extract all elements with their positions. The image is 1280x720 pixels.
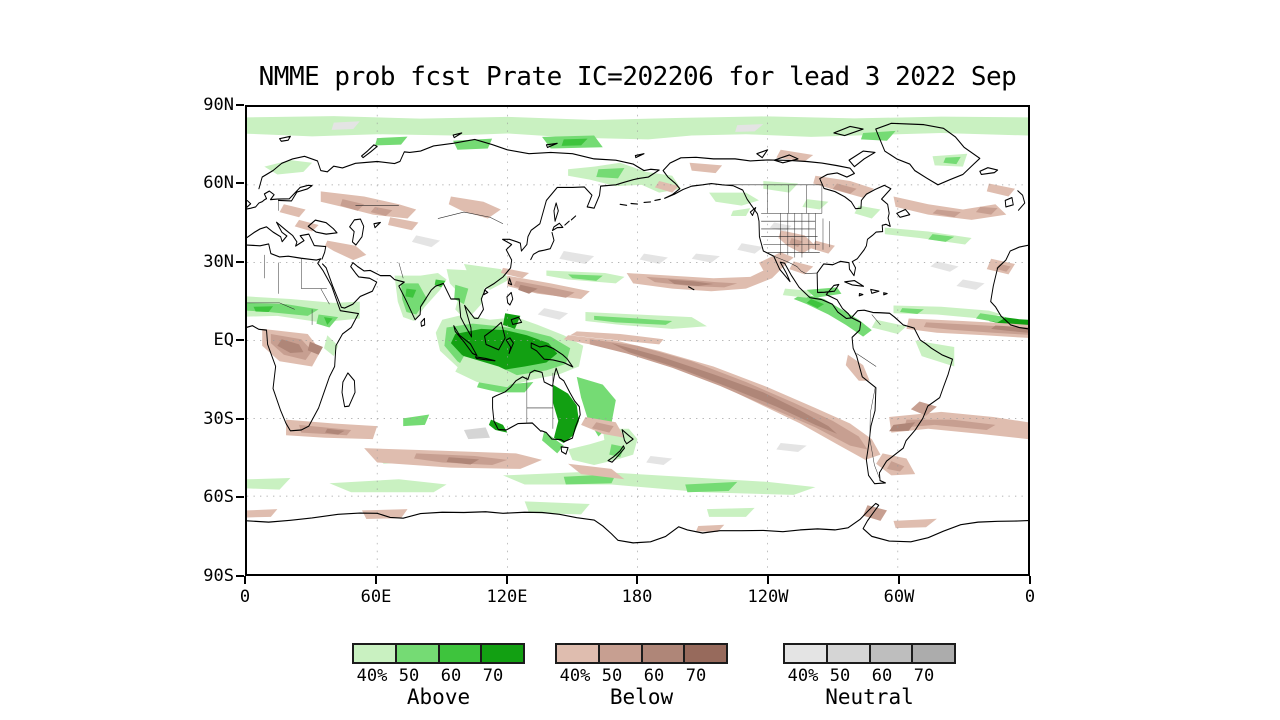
- legend-tick-label: 70: [913, 666, 935, 686]
- lon-tick-0a: [244, 576, 246, 584]
- legend-below-swatch-50: [599, 645, 643, 662]
- legend-neutral-ticks: 40% 50 60 70: [783, 666, 956, 686]
- legend-above: 40% 50 60 70 Above: [352, 643, 525, 709]
- legend-neutral-swatch-70: [913, 645, 954, 662]
- lat-label-eq: EQ: [213, 330, 234, 350]
- legend-below-label: Below: [609, 685, 674, 709]
- legend-neutral-swatch-40: [785, 645, 828, 662]
- lat-tick-eq: [236, 339, 244, 341]
- lon-label-120w: 120W: [747, 587, 789, 607]
- lon-tick-0b: [1029, 576, 1031, 584]
- lat-label-30n: 30N: [203, 252, 234, 272]
- legend-tick-label: 50: [398, 666, 420, 686]
- lat-tick-30n: [236, 261, 244, 263]
- lon-tick-120w: [767, 576, 769, 584]
- legend-neutral-swatch-50: [827, 645, 871, 662]
- legend-above-label: Above: [406, 685, 471, 709]
- legend-below-swatch-40: [557, 645, 600, 662]
- legend-tick-label: 70: [685, 666, 707, 686]
- lon-label-180: 180: [621, 587, 653, 607]
- graticule-layer: [247, 107, 1028, 574]
- legend-above-swatch-70: [482, 645, 523, 662]
- lat-tick-90s: [236, 575, 244, 577]
- lat-tick-90n: [236, 104, 244, 106]
- lon-tick-180: [636, 576, 638, 584]
- legend-above-swatch-60: [439, 645, 483, 662]
- lat-tick-60s: [236, 496, 244, 498]
- lon-label-60e: 60E: [360, 587, 392, 607]
- legend-tick-label: 50: [829, 666, 851, 686]
- coastlines-layer: [247, 122, 1028, 544]
- legend-tick-label: 40%: [559, 666, 591, 686]
- borders-layer: [247, 184, 881, 479]
- forecast-shading-layer: [247, 116, 1028, 532]
- lat-label-60n: 60N: [203, 173, 234, 193]
- legend-neutral: 40% 50 60 70 Neutral: [783, 643, 956, 709]
- legend-above-swatch-40: [354, 645, 397, 662]
- legend-tick-label: 50: [601, 666, 623, 686]
- lon-tick-60e: [375, 576, 377, 584]
- world-map-frame: [245, 105, 1030, 576]
- legend-below-bar: [555, 643, 728, 664]
- lat-label-90n: 90N: [203, 95, 234, 115]
- legend-tick-label: 60: [440, 666, 462, 686]
- lon-label-60w: 60W: [883, 587, 915, 607]
- legend-below-swatch-60: [642, 645, 686, 662]
- lat-tick-60n: [236, 182, 244, 184]
- legend-above-ticks: 40% 50 60 70: [352, 666, 525, 686]
- legend-tick-label: 40%: [787, 666, 819, 686]
- lat-label-60s: 60S: [203, 487, 234, 507]
- legend-above-bar: [352, 643, 525, 664]
- legend-tick-label: 60: [643, 666, 665, 686]
- legend-below: 40% 50 60 70 Below: [555, 643, 728, 709]
- legend-below-ticks: 40% 50 60 70: [555, 666, 728, 686]
- legend-tick-label: 40%: [356, 666, 388, 686]
- lon-tick-60w: [898, 576, 900, 584]
- lat-tick-30s: [236, 418, 244, 420]
- legend-above-swatch-50: [396, 645, 440, 662]
- legend-tick-label: 60: [871, 666, 893, 686]
- legend-below-swatch-70: [685, 645, 726, 662]
- lon-tick-120e: [506, 576, 508, 584]
- legend-neutral-label: Neutral: [825, 685, 914, 709]
- lat-label-30s: 30S: [203, 409, 234, 429]
- legend-tick-label: 70: [482, 666, 504, 686]
- legend-neutral-bar: [783, 643, 956, 664]
- legend-neutral-swatch-60: [870, 645, 914, 662]
- lat-label-90s: 90S: [203, 566, 234, 586]
- plot-title: NMME prob fcst Prate IC=202206 for lead …: [258, 62, 1017, 92]
- lon-label-0b: 0: [1024, 587, 1036, 607]
- lon-label-0a: 0: [239, 587, 251, 607]
- lon-label-120e: 120E: [486, 587, 528, 607]
- world-map: [247, 107, 1028, 574]
